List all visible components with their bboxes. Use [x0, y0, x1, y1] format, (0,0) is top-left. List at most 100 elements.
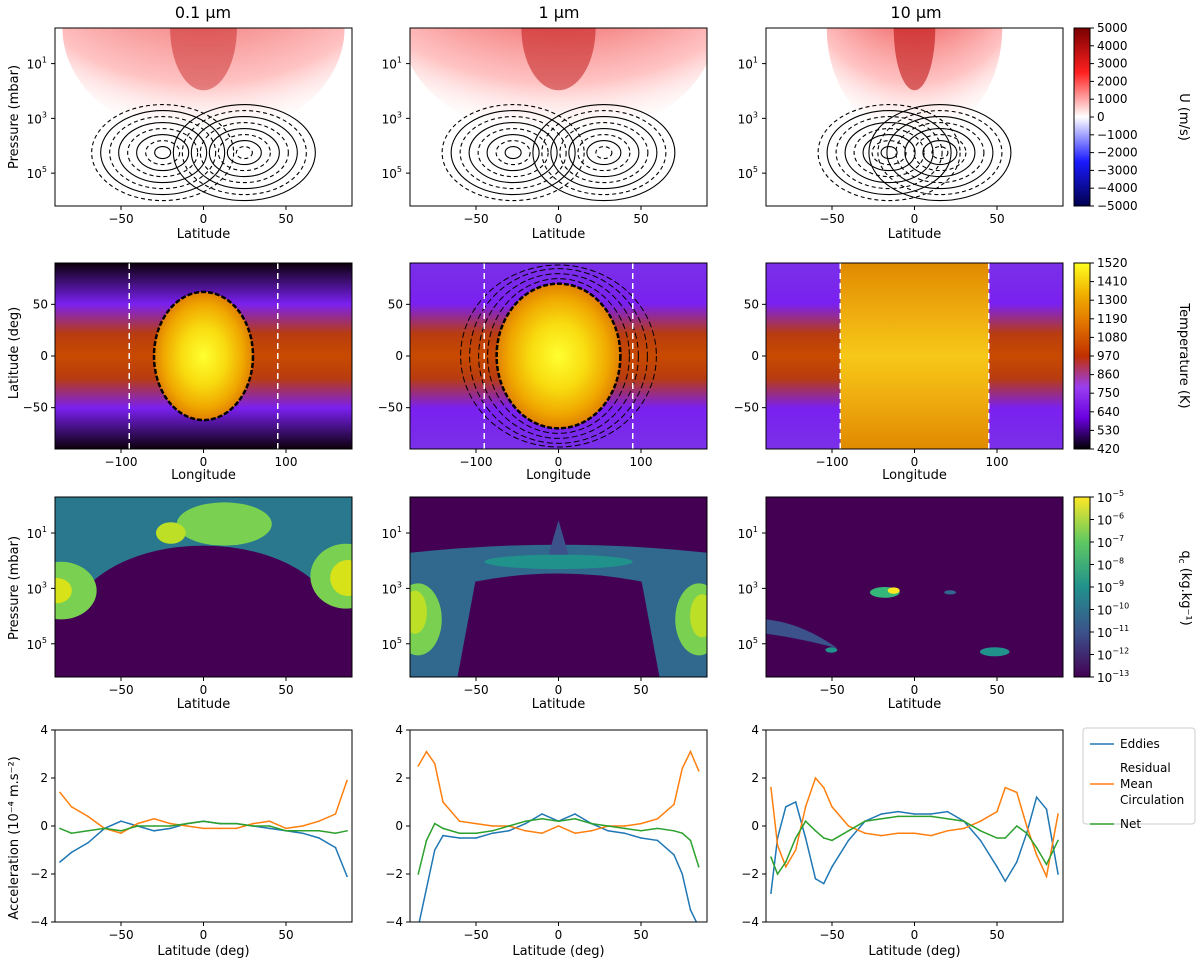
wind-panel-0p1um-streamfunction-contour: [118, 122, 208, 184]
acceleration-panel-1um-point-eddies: [681, 873, 684, 875]
acceleration-panel-10um-point-residual-mean-circulation: [1045, 875, 1048, 878]
acceleration-panel-0p1um-series-eddies: [59, 820, 348, 877]
temperature-panel-10um-xlabel: Longitude: [882, 468, 947, 483]
acceleration-panel-1um-point-residual-mean-circulation: [491, 825, 494, 827]
acceleration-panel-10um-point-net: [847, 830, 850, 832]
column-title-10um: 10 µm: [890, 3, 941, 22]
acceleration-panel-0p1um-point-net: [70, 832, 73, 834]
acceleration-panel-1um-series-eddies: [418, 813, 698, 922]
acceleration-panel-0p1um-point-eddies: [169, 827, 172, 830]
acceleration-panel-1um-point-eddies: [417, 926, 419, 928]
acceleration-panel-1um-point-residual-mean-circulation: [590, 830, 593, 832]
acceleration-panel-0p1um-point-net: [136, 825, 139, 827]
acceleration-panel-1um-point-eddies: [425, 887, 428, 890]
acceleration-panel-1um-xtick-label: 50: [633, 928, 648, 942]
wind-panel-0p1um-streamfunction-contour: [226, 140, 262, 166]
acceleration-panel-0p1um-point-eddies: [268, 827, 271, 830]
temperature-panel-1um-cloud-contour: [469, 268, 648, 444]
temperature-panel-10um-xtick-label: 0: [911, 455, 919, 469]
acceleration-panel-1um-point-residual-mean-circulation: [557, 825, 560, 827]
acceleration-panel-1um-point-residual-mean-circulation: [656, 818, 659, 820]
acceleration-panel-10um-point-net: [1025, 832, 1028, 834]
acceleration-panel-0p1um-point-residual-mean-circulation: [169, 822, 172, 825]
colorbar-temperature-tick-label: 1080: [1097, 330, 1128, 344]
acceleration-panel-0p1um-point-net: [186, 822, 188, 825]
acceleration-panel-0p1um-point-residual-mean-circulation: [59, 791, 61, 794]
acceleration-panel-10um-point-net: [1057, 839, 1059, 842]
acceleration-panel-10um-point-eddies: [770, 892, 772, 894]
wind-panel-1um-xtick-label: 0: [555, 212, 563, 226]
acceleration-panel-10um-point-net: [880, 818, 883, 820]
acceleration-panel-1um-ytick-label: −2: [385, 867, 403, 881]
colorbar-wind-tick-label: −5000: [1097, 199, 1138, 213]
acceleration-panel-10um-ytick-label: 4: [751, 723, 759, 737]
condensate-panel-1um-cloud-layer: [410, 544, 707, 677]
condensate-panel-10um-cloud-patch-core: [887, 587, 900, 594]
acceleration-panel-1um-point-net: [541, 818, 543, 820]
acceleration-panel-10um-point-residual-mean-circulation: [770, 786, 772, 789]
wind-panel-10um-streamfunction-contour: [871, 140, 907, 166]
colorbar-wind-tick-label: 0: [1097, 110, 1105, 124]
acceleration-panel-1um-point-eddies: [689, 909, 692, 911]
legend-label-residual-mean-circulation: Residual: [1120, 761, 1171, 775]
acceleration-panel-10um-point-net: [776, 873, 779, 875]
temperature-panel-0p1um-ytick-label: 50: [33, 297, 48, 311]
condensate-panel-10um-cloud-patch: [979, 647, 1010, 657]
wind-panel-0p1um-streamfunction-contour: [208, 128, 280, 178]
acceleration-panel-1um-plot: [417, 749, 700, 928]
wind-panel-0p1um-ytick-label: 105: [27, 165, 47, 181]
acceleration-panel-10um-point-net: [831, 839, 833, 842]
wind-panel-0p1um-plot: [55, 28, 352, 206]
condensate-panel-1um-plot: [410, 497, 707, 677]
acceleration-panel-0p1um-point-eddies: [346, 875, 348, 878]
condensate-panel-0p1um-ytick-label: 101: [27, 525, 47, 541]
acceleration-panel-10um-point-net: [785, 861, 787, 863]
wind-panel-10um-streamfunction-contour: [868, 104, 1012, 202]
wind-panel-0p1um-streamfunction-contour: [235, 146, 253, 160]
acceleration-panel-1um-point-residual-mean-circulation: [574, 832, 576, 834]
acceleration-panel-10um-point-residual-mean-circulation: [785, 866, 787, 868]
wind-panel-0p1um-streamfunction-contour: [109, 116, 217, 190]
ylabel-pressure-row1: Pressure (mbar): [7, 65, 22, 169]
acceleration-panel-10um-point-net: [913, 815, 916, 818]
colorbar-temperature-tick-label: 970: [1097, 349, 1120, 363]
acceleration-panel-1um-point-eddies: [508, 830, 510, 832]
acceleration-panel-1um-point-residual-mean-circulation: [458, 820, 461, 822]
temperature-panel-10um-dayside: [840, 263, 989, 449]
wind-panel-10um-streamfunction-contour: [826, 110, 952, 196]
acceleration-panel-0p1um-xtick-label: 50: [278, 928, 293, 942]
temperature-panel-1um-cloud-contour: [478, 273, 639, 439]
condensate-panel-1um-ytick-label: 105: [382, 636, 402, 652]
wind-panel-1um-streamfunction-contour: [450, 110, 576, 196]
colorbar-wind-tick-label: −4000: [1097, 181, 1138, 195]
acceleration-panel-1um-point-net: [458, 832, 461, 834]
acceleration-panel-0p1um-point-net: [59, 827, 61, 830]
acceleration-panel-1um-point-eddies: [475, 837, 477, 839]
wind-panel-0p1um-streamfunction-contour: [100, 110, 226, 196]
acceleration-panel-0p1um-point-net: [346, 830, 348, 832]
temperature-panel-1um-xtick-label: 0: [555, 455, 563, 469]
acceleration-panel-1um-ytick-label: −4: [385, 915, 403, 929]
acceleration-panel-1um-point-eddies: [433, 849, 436, 851]
acceleration-panel-10um-point-residual-mean-circulation: [804, 806, 807, 808]
wind-panel-10um-xlabel: Latitude: [888, 227, 942, 242]
temperature-panel-0p1um-plot: [55, 263, 352, 449]
wind-panel-0p1um-streamfunction-contour: [181, 110, 307, 196]
legend-label-residual-mean-circulation: Circulation: [1120, 793, 1184, 807]
acceleration-panel-0p1um-point-eddies: [87, 842, 89, 844]
temperature-panel-0p1um-ytick-label: 0: [40, 349, 48, 363]
acceleration-panel-0p1um-point-residual-mean-circulation: [70, 806, 73, 808]
condensate-panel-10um-cloud-patch: [944, 590, 957, 595]
acceleration-panel-1um-point-net: [673, 830, 675, 832]
wind-panel-1um-streamfunction-contour: [550, 116, 658, 190]
wind-panel-1um-streamfunction-contour: [441, 104, 585, 202]
acceleration-panel-10um-xtick-label: 0: [911, 928, 919, 942]
acceleration-panel-0p1um-point-net: [103, 827, 106, 830]
acceleration-panel-10um-ytick-label: −2: [741, 867, 759, 881]
acceleration-panel-10um-series-residual-mean-circulation: [770, 776, 1059, 879]
temperature-panel-1um-cloud-contour: [487, 278, 630, 434]
wind-panel-1um-xtick-label: −50: [463, 212, 488, 226]
acceleration-panel-10um-point-net: [946, 818, 949, 820]
acceleration-panel-1um-point-residual-mean-circulation: [433, 762, 436, 765]
wind-panel-10um-ytick-label: 105: [738, 165, 758, 181]
